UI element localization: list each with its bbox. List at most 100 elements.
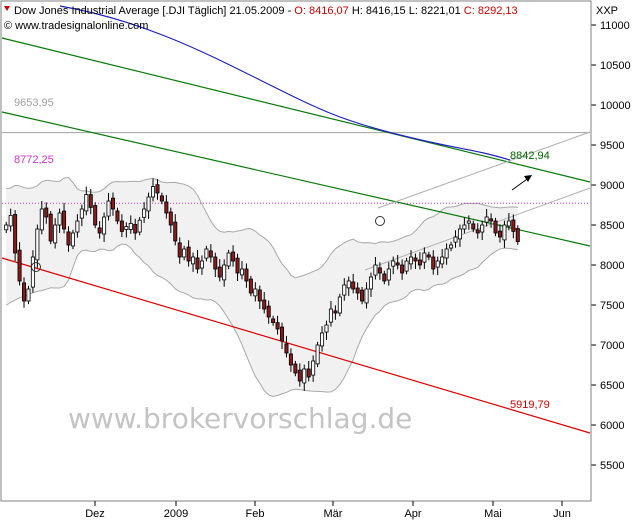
candle-body [159,195,164,202]
candle-body [195,257,200,270]
candle-body [284,343,289,354]
candle-body [386,268,391,281]
candle-body [17,249,22,282]
candle-body [471,223,476,230]
candle-body [435,260,440,268]
candle-body [191,256,196,265]
candle-body [266,305,271,318]
candle-body [88,194,93,208]
candle-body [311,360,316,376]
close-value: 8292,13 [478,5,518,17]
candle-body [13,214,18,254]
candle-body [93,205,98,226]
candle-body [239,268,244,276]
candle-body [124,226,129,230]
candle-body [208,250,213,258]
candle-body [253,288,258,297]
y-tick-label: 8500 [600,220,624,232]
marker-circle-breakout [375,216,385,226]
candle-body [235,257,240,274]
candle-body [360,289,365,302]
candle-body [106,200,111,217]
y-tick-label: 6000 [600,420,624,432]
candle-body [164,201,169,214]
candle-body [426,254,431,258]
watermark: www.brokervorschlag.de [68,402,412,435]
y-tick-label: 9000 [600,180,624,192]
x-tick-label: Feb [246,508,265,520]
candle-body [351,281,356,290]
candle-body [244,268,249,282]
candle-body [288,353,293,366]
candle-body [248,278,253,294]
candle-body [333,310,338,314]
candle-body [497,230,502,238]
candle-body [502,224,507,241]
x-axis: Dez 2009 Feb Mär Apr Mai Jun [85,501,571,520]
y-tick-label: 6500 [600,380,624,392]
candle-body [262,299,267,310]
y-tick-label: 7500 [600,300,624,312]
candle-body [79,208,84,219]
marker-circle-low [31,262,41,272]
candle-body [395,262,400,266]
candle-body [177,242,182,258]
candle-body [400,264,405,274]
candle-body [257,289,262,302]
candle-body [440,256,445,265]
horizontal-levels [2,132,590,204]
candle-body [186,246,191,262]
candle-body [297,369,302,382]
moving-average-line [59,5,511,161]
candle-body [173,221,178,242]
candle-body [453,236,458,243]
close-label: C: [464,5,475,17]
candle-body [151,186,156,198]
candle-body [271,318,276,324]
candle-body [422,252,427,263]
y-axis-strip [591,1,639,501]
candle-body [404,260,409,272]
candle-body [320,332,325,347]
copyright-text: © www.tradesignalonline.com [4,20,148,32]
candle-body [231,251,236,262]
candle-body [515,228,520,243]
x-tick-label: Apr [404,508,421,520]
candle-body [280,326,285,342]
candle-body [342,284,347,296]
candle-body [39,208,44,231]
candle-body [115,210,120,222]
svg-text:Dow Jones Industrial Average [: Dow Jones Industrial Average [.DJI Tägli… [14,5,518,17]
candle-body [62,210,67,230]
candle-body [449,244,454,249]
y-tick-label: 5500 [600,460,624,472]
candle-body [306,368,311,378]
candle-body [409,256,414,265]
high-value: 8416,15 [366,5,406,17]
candle-body [182,248,187,258]
candle-body [199,260,204,269]
candle-body [102,216,107,235]
candle-body [128,222,133,230]
candle-body [457,228,462,240]
candle-body [511,219,516,232]
low-label: L: [409,5,418,17]
candle-body [368,276,373,290]
candle-body [66,231,71,246]
candle-body [493,220,498,234]
x-tick-label: Mai [484,508,502,520]
y-tick-label: 8000 [600,260,624,272]
candle-body [146,196,151,212]
candle-body [346,280,351,289]
y-tick-label: 10000 [600,100,631,112]
candle-body [217,266,222,278]
candle-body [484,216,489,223]
candle-body [222,264,227,281]
candle-body [382,273,387,282]
candle-body [444,248,449,259]
bollinger-upper [6,176,518,279]
candle-body [355,287,360,294]
candle-body [364,288,369,304]
x-tick-label: 2009 [164,508,188,520]
candle-body [30,256,35,288]
